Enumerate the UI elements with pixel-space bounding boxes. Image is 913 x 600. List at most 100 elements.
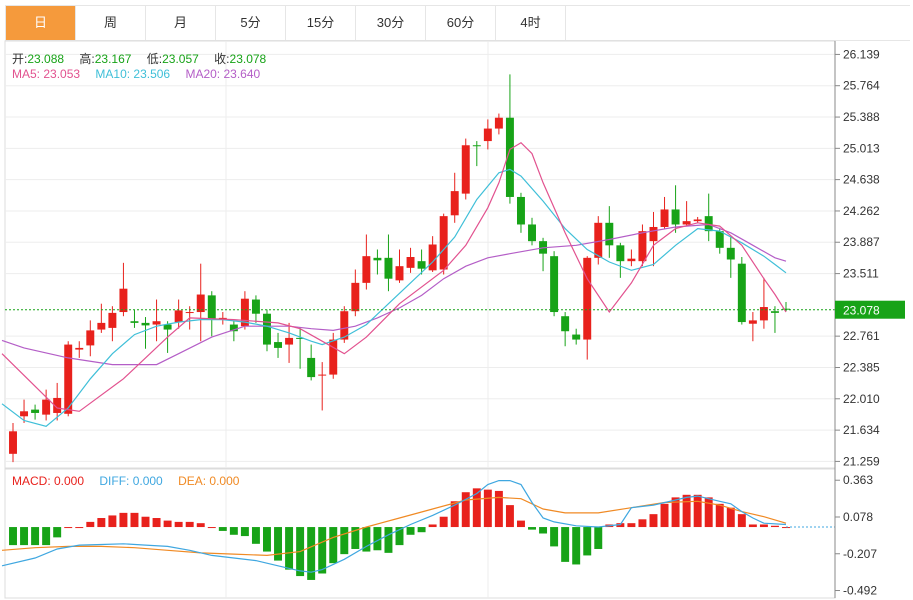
candle bbox=[9, 422, 17, 463]
macd-bar bbox=[461, 492, 470, 528]
high-value: 23.167 bbox=[94, 52, 132, 66]
candle bbox=[373, 249, 382, 275]
candle-body bbox=[340, 311, 349, 340]
dea-label: DEA: bbox=[178, 474, 210, 488]
candle-body bbox=[130, 321, 139, 323]
macd-bar bbox=[285, 527, 294, 570]
candle bbox=[406, 247, 415, 273]
macd-bar bbox=[616, 523, 625, 528]
candle bbox=[583, 256, 592, 360]
candle-body bbox=[494, 117, 503, 129]
candle bbox=[472, 141, 481, 167]
macd-bar bbox=[693, 494, 702, 528]
macd-bar bbox=[627, 523, 636, 528]
candle bbox=[682, 201, 691, 227]
ma10-value: 23.506 bbox=[133, 67, 171, 81]
macd-bar bbox=[362, 527, 371, 552]
candle bbox=[605, 206, 614, 258]
macd-bar bbox=[263, 527, 271, 552]
candle bbox=[384, 234, 393, 292]
candle-body bbox=[207, 295, 216, 320]
tab-3[interactable]: 5分 bbox=[216, 6, 286, 40]
candle-body bbox=[274, 342, 283, 348]
macd-bar bbox=[163, 520, 172, 528]
candle-body bbox=[759, 307, 768, 321]
macd-bar bbox=[141, 516, 150, 528]
macd-pane bbox=[1, 480, 835, 580]
price-tick-label: 25.388 bbox=[843, 110, 880, 124]
candle-body bbox=[373, 257, 382, 261]
macd-bar bbox=[196, 523, 205, 528]
candle-body bbox=[594, 222, 603, 258]
candle bbox=[108, 306, 117, 342]
price-tick-label: 22.385 bbox=[843, 361, 880, 375]
macd-bar bbox=[207, 527, 216, 529]
macd-bar bbox=[583, 527, 592, 556]
ma5-line bbox=[1, 141, 787, 412]
candle-body bbox=[296, 337, 305, 339]
price-pane-frame bbox=[4, 40, 836, 469]
candle bbox=[130, 309, 139, 328]
candle-body bbox=[86, 330, 95, 346]
dea-value: 0.000 bbox=[209, 474, 240, 488]
ma20-label: MA20: bbox=[185, 67, 224, 81]
tab-7[interactable]: 4时 bbox=[496, 6, 566, 40]
candle bbox=[616, 242, 625, 278]
candle bbox=[31, 404, 40, 420]
candle bbox=[395, 249, 404, 283]
candle-body bbox=[726, 247, 735, 260]
candle-body bbox=[64, 344, 73, 414]
candle bbox=[439, 213, 448, 275]
candle-body bbox=[660, 209, 669, 227]
candle-body bbox=[671, 209, 680, 225]
candle-body bbox=[737, 263, 746, 323]
candle bbox=[726, 236, 735, 278]
macd-label: MACD: bbox=[12, 474, 54, 488]
candle bbox=[417, 249, 426, 275]
macd-bar bbox=[550, 527, 559, 547]
candle-body bbox=[428, 244, 437, 271]
macd-bar bbox=[726, 507, 735, 528]
candle-body bbox=[439, 216, 448, 270]
candle bbox=[97, 303, 106, 333]
high-label: 高: bbox=[79, 52, 95, 66]
open-label: 开: bbox=[12, 52, 28, 66]
last-price-label: 23.078 bbox=[843, 304, 880, 318]
candle-body bbox=[583, 257, 592, 340]
candle-body bbox=[627, 258, 636, 262]
candle bbox=[42, 389, 51, 421]
candle-body bbox=[693, 219, 702, 222]
price-tick-label: 26.139 bbox=[843, 47, 880, 61]
candle bbox=[86, 320, 95, 357]
macd-bar bbox=[759, 524, 768, 528]
candle-body bbox=[240, 298, 249, 327]
diff-value: 0.000 bbox=[132, 474, 163, 488]
tab-5[interactable]: 30分 bbox=[356, 6, 426, 40]
ohlc-legend: 开:23.088 高:23.167 低:23.057 收:23.078 bbox=[12, 50, 266, 67]
candle-body bbox=[472, 145, 481, 147]
macd-bar bbox=[97, 518, 106, 528]
tab-6[interactable]: 60分 bbox=[426, 6, 496, 40]
tab-0[interactable]: 日 bbox=[6, 6, 76, 40]
macd-bar bbox=[649, 514, 658, 528]
macd-bar bbox=[450, 501, 459, 528]
tab-2[interactable]: 月 bbox=[146, 6, 216, 40]
candle-body bbox=[417, 261, 426, 269]
candle bbox=[229, 320, 238, 342]
candle bbox=[152, 299, 161, 342]
tab-1[interactable]: 周 bbox=[76, 6, 146, 40]
candle-body bbox=[185, 312, 194, 314]
macd-bar bbox=[75, 527, 84, 529]
macd-tick-label: 0.078 bbox=[843, 510, 873, 524]
last-price-tag bbox=[835, 300, 905, 319]
macd-bar bbox=[251, 527, 260, 544]
candle bbox=[748, 312, 757, 342]
macd-bar bbox=[64, 527, 73, 529]
candle bbox=[53, 382, 62, 421]
candle-body bbox=[715, 231, 724, 248]
macd-bar bbox=[351, 527, 360, 549]
macd-bar bbox=[561, 527, 570, 562]
ma-legend: MA5: 23.053 MA10: 23.506 MA20: 23.640 bbox=[12, 67, 260, 81]
candlestick-pane bbox=[1, 74, 835, 463]
tab-4[interactable]: 15分 bbox=[286, 6, 356, 40]
